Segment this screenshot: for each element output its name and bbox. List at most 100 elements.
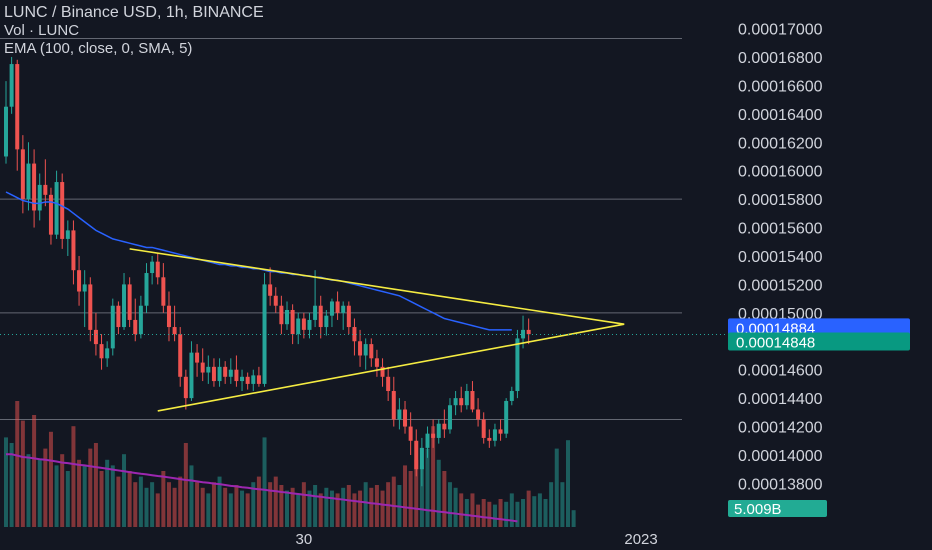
ema-indicator-label[interactable]: EMA (100, close, 0, SMA, 5) (4, 40, 193, 57)
candle-body (476, 409, 481, 420)
candle (116, 301, 121, 335)
candle (329, 298, 334, 328)
candle (492, 423, 497, 447)
candle-body (492, 429, 497, 441)
volume-bar (195, 482, 200, 527)
candle (54, 170, 59, 239)
time-axis[interactable]: 30 2023 (296, 531, 658, 548)
volume-bar (178, 476, 183, 527)
candle (386, 366, 391, 401)
candle-body (133, 319, 138, 335)
candle (352, 318, 357, 356)
candle-body (155, 261, 160, 278)
price-tick-label: 0.00016200 (738, 135, 823, 152)
candle (133, 298, 138, 342)
candle (476, 398, 481, 427)
candle-body (20, 149, 25, 200)
volume-bar (37, 459, 42, 527)
candle-body (447, 405, 452, 430)
candle-body (88, 284, 93, 330)
volume-bar (329, 490, 334, 527)
volume-bar (560, 482, 565, 527)
candle (436, 419, 441, 444)
candle-body (82, 284, 87, 292)
price-tick-label: 0.00014600 (738, 363, 823, 380)
candle (110, 298, 115, 356)
triangle-lower-trendline (157, 323, 625, 412)
volume-bar (464, 499, 469, 527)
volume-bar (442, 471, 447, 527)
candle (161, 263, 166, 313)
candle (223, 361, 228, 384)
volume-bar (425, 448, 430, 527)
volume-bar (313, 485, 318, 527)
candle-body (37, 184, 42, 211)
candle (397, 398, 402, 430)
candle-body (346, 305, 351, 328)
volume-bar (414, 459, 419, 527)
candle (285, 301, 289, 330)
candle-body (206, 366, 211, 373)
candle-body (99, 344, 104, 359)
candle (498, 419, 503, 441)
candle (335, 291, 340, 320)
candle (172, 305, 177, 342)
candle (374, 349, 379, 377)
candle (425, 426, 430, 458)
candle-body (273, 295, 278, 306)
volume-bar (391, 476, 396, 527)
candle (155, 253, 160, 285)
candle-body (178, 334, 183, 377)
volume-bar (566, 440, 570, 527)
last-price-badge: 0.00014848 (728, 332, 910, 351)
price-tick-label: 0.00013800 (738, 476, 823, 493)
volume-bar (82, 465, 87, 527)
candle-body (509, 391, 514, 401)
candle-body (161, 277, 166, 306)
candle (313, 270, 318, 328)
candle-body (256, 375, 261, 384)
symbol-title[interactable]: LUNC / Binance USD, 1h, BINANCE (4, 4, 264, 21)
volume-bar (526, 490, 531, 527)
volume-bar (110, 465, 115, 527)
volume-bar (285, 490, 289, 527)
price-tick-label: 0.00017000 (738, 22, 823, 39)
candle-body (15, 64, 20, 150)
candle (195, 344, 200, 377)
volume-bar (369, 487, 374, 527)
candle-body (301, 318, 306, 330)
candle (183, 369, 188, 410)
volume-bar (189, 465, 194, 527)
candle-body (77, 270, 82, 292)
candle-body (60, 182, 65, 239)
price-tick-label: 0.00014200 (738, 420, 823, 437)
candle-body (358, 341, 363, 356)
candle-body (211, 366, 216, 382)
volume-bar (240, 490, 245, 527)
candle (447, 398, 452, 434)
candle (26, 142, 31, 211)
volume-bar (346, 485, 351, 527)
volume-bar (447, 482, 452, 527)
volume-bar (206, 493, 211, 527)
triangle-pattern[interactable] (129, 248, 625, 412)
candle (127, 277, 132, 328)
candle-body (54, 182, 59, 235)
candle (15, 59, 20, 171)
candle-body (442, 423, 447, 430)
price-axis[interactable]: 0.00017000 0.00016800 0.00016600 0.00016400… (738, 22, 823, 517)
candle (408, 412, 413, 455)
candle-body (223, 366, 228, 377)
candle (459, 386, 464, 413)
price-tick-label: 0.00016400 (738, 107, 823, 124)
candle (37, 173, 42, 221)
volume-indicator-label[interactable]: Vol · LUNC (4, 22, 80, 39)
volume-bar (273, 476, 278, 527)
volume-bar (15, 401, 20, 527)
price-tick-label: 0.00015200 (738, 277, 823, 294)
candle-body (122, 284, 127, 328)
volume-bar (122, 454, 127, 527)
candle (32, 149, 37, 228)
